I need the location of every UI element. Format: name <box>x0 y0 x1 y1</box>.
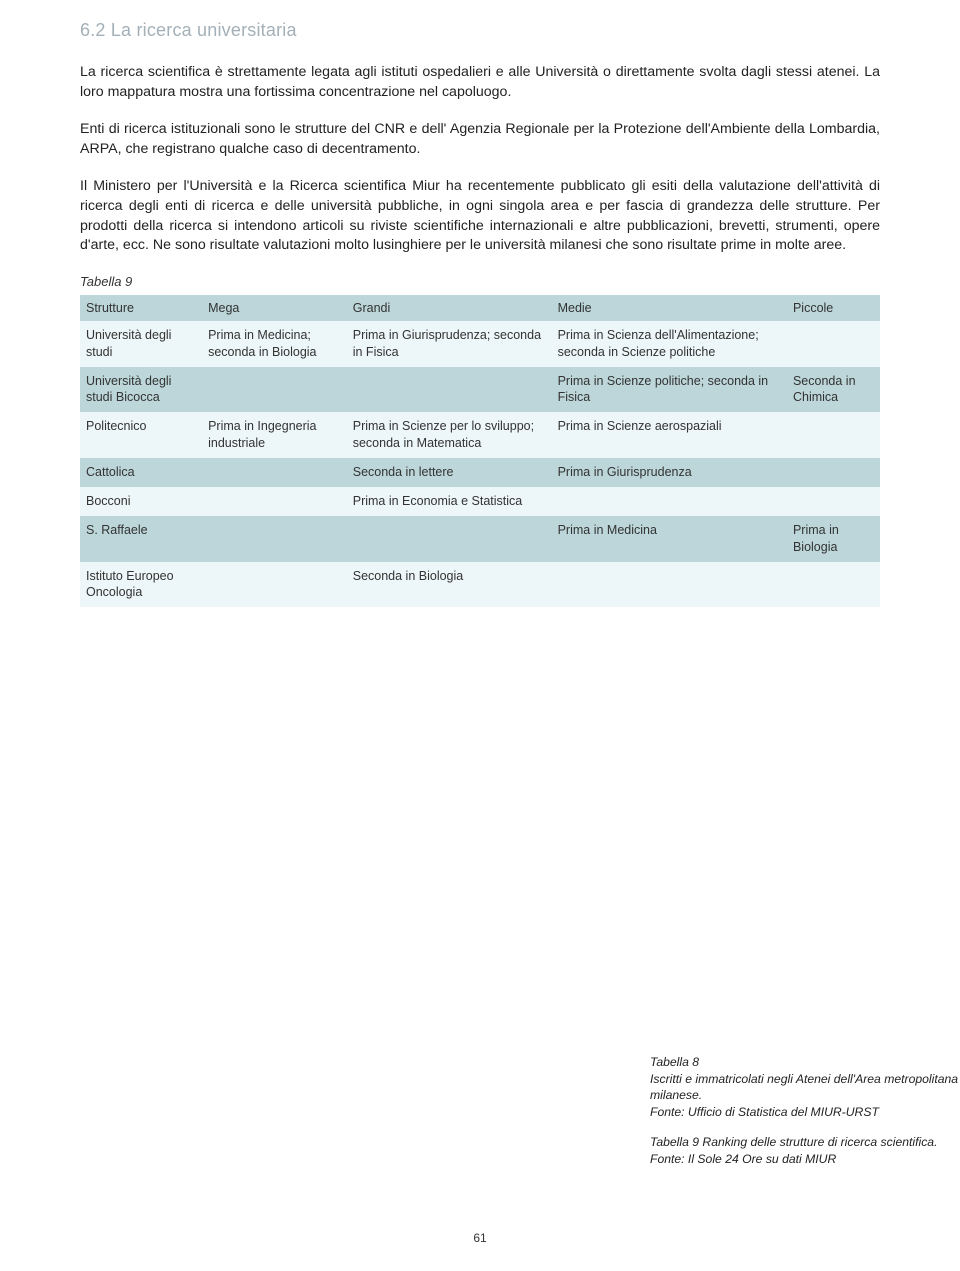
col-header-grandi: Grandi <box>347 295 552 321</box>
cell: Prima in Ingegneria industriale <box>202 412 347 458</box>
col-header-strutture: Strutture <box>80 295 202 321</box>
footnote-tabella-9: Tabella 9 Ranking delle strutture di ric… <box>650 1134 960 1167</box>
cell: Politecnico <box>80 412 202 458</box>
footnotes-block: Tabella 8 Iscritti e immatricolati negli… <box>650 1054 960 1181</box>
cell: Seconda in lettere <box>347 458 552 487</box>
paragraph-2: Enti di ricerca istituzionali sono le st… <box>80 120 880 159</box>
footnote-tabella-8: Tabella 8 Iscritti e immatricolati negli… <box>650 1054 960 1120</box>
cell: Prima in Scienze per lo sviluppo; second… <box>347 412 552 458</box>
cell: Prima in Giurisprudenza; seconda in Fisi… <box>347 321 552 367</box>
cell: Cattolica <box>80 458 202 487</box>
table-row: Istituto Europeo Oncologia Seconda in Bi… <box>80 562 880 608</box>
cell: Prima in Medicina <box>552 516 787 562</box>
cell <box>787 458 880 487</box>
section-heading: 6.2 La ricerca universitaria <box>80 20 880 41</box>
cell: Seconda in Chimica <box>787 367 880 413</box>
cell <box>202 516 347 562</box>
cell: Prima in Scienze aerospaziali <box>552 412 787 458</box>
cell <box>787 487 880 516</box>
cell <box>552 562 787 608</box>
page-container: 6.2 La ricerca universitaria La ricerca … <box>0 0 960 1271</box>
col-header-medie: Medie <box>552 295 787 321</box>
table-row: Università degli studi Prima in Medicina… <box>80 321 880 367</box>
cell: Prima in Economia e Statistica <box>347 487 552 516</box>
table-9: Strutture Mega Grandi Medie Piccole Univ… <box>80 295 880 608</box>
cell <box>787 321 880 367</box>
cell <box>787 412 880 458</box>
table-9-caption: Tabella 9 <box>80 274 880 289</box>
table-row: Università degli studi Bicocca Prima in … <box>80 367 880 413</box>
cell: Prima in Scienza dell'Alimentazione; sec… <box>552 321 787 367</box>
cell: Seconda in Biologia <box>347 562 552 608</box>
cell: Università degli studi Bicocca <box>80 367 202 413</box>
cell <box>347 367 552 413</box>
table-row: S. Raffaele Prima in Medicina Prima in B… <box>80 516 880 562</box>
table-row: Cattolica Seconda in lettere Prima in Gi… <box>80 458 880 487</box>
footnote-8-title: Tabella 8 <box>650 1054 960 1070</box>
paragraph-3: Il Ministero per l'Università e la Ricer… <box>80 177 880 255</box>
footnote-8-body: Iscritti e immatricolati negli Atenei de… <box>650 1071 960 1104</box>
cell <box>202 562 347 608</box>
table-row: Bocconi Prima in Economia e Statistica <box>80 487 880 516</box>
cell <box>202 487 347 516</box>
cell: Bocconi <box>80 487 202 516</box>
cell: Prima in Medicina; seconda in Biologia <box>202 321 347 367</box>
paragraph-1: La ricerca scientifica è strettamente le… <box>80 63 880 102</box>
table-header-row: Strutture Mega Grandi Medie Piccole <box>80 295 880 321</box>
col-header-piccole: Piccole <box>787 295 880 321</box>
cell: Prima in Scienze politiche; seconda in F… <box>552 367 787 413</box>
cell: Prima in Giurisprudenza <box>552 458 787 487</box>
table-row: Politecnico Prima in Ingegneria industri… <box>80 412 880 458</box>
col-header-mega: Mega <box>202 295 347 321</box>
cell <box>347 516 552 562</box>
footnote-8-source: Fonte: Ufficio di Statistica del MIUR-UR… <box>650 1104 960 1120</box>
cell: S. Raffaele <box>80 516 202 562</box>
cell: Istituto Europeo Oncologia <box>80 562 202 608</box>
cell <box>202 458 347 487</box>
footnote-9-body: Tabella 9 Ranking delle strutture di ric… <box>650 1134 960 1150</box>
cell: Prima in Biologia <box>787 516 880 562</box>
page-number: 61 <box>473 1231 486 1245</box>
cell: Università degli studi <box>80 321 202 367</box>
cell <box>202 367 347 413</box>
footnote-9-source: Fonte: Il Sole 24 Ore su dati MIUR <box>650 1151 960 1167</box>
cell <box>787 562 880 608</box>
cell <box>552 487 787 516</box>
